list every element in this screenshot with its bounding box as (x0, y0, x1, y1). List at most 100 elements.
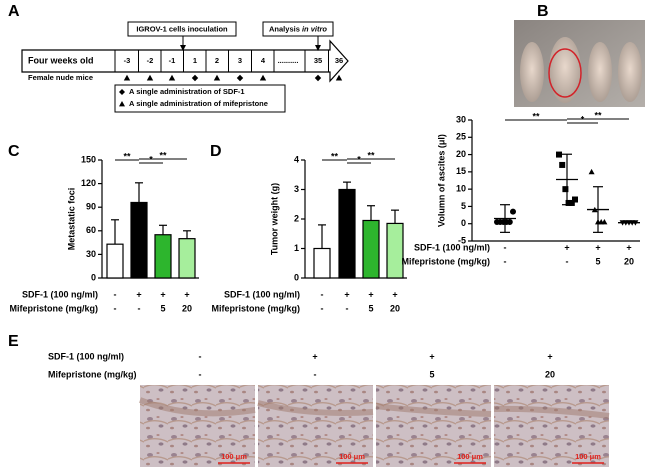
histology-image (140, 385, 255, 467)
day-marker (236, 74, 244, 82)
y-tick-label: 25 (456, 132, 466, 142)
condition-value: + (136, 289, 141, 299)
panel-letter: E (8, 333, 19, 350)
scale-bar-label: 100 μm (221, 452, 247, 461)
data-point (556, 151, 562, 158)
condition-value: - (321, 289, 324, 299)
condition-value: 5 (160, 303, 165, 313)
y-tick-label: 0 (91, 272, 96, 282)
day-label: 35 (314, 56, 322, 65)
condition-value: - (114, 289, 117, 299)
day-marker (191, 74, 199, 82)
timeline-arrow (21, 39, 349, 83)
condition-value: + (547, 351, 552, 361)
y-tick-label: 2 (294, 213, 299, 223)
condition-value: 20 (182, 303, 192, 313)
significance-label: ** (159, 150, 167, 160)
condition-label: SDF-1 (100 ng/ml) (414, 242, 490, 252)
y-tick-label: 10 (456, 184, 466, 194)
data-point (559, 161, 566, 168)
callout-box (127, 21, 237, 37)
significance-label: ** (367, 150, 375, 160)
bar (178, 238, 196, 279)
y-tick-label: 5 (461, 201, 466, 211)
legend-label: A single administration of mifepristone (129, 99, 268, 108)
condition-value: + (429, 351, 434, 361)
day-label: -3 (124, 56, 131, 65)
y-tick-label: 1 (294, 243, 299, 253)
panel-letter: B (537, 3, 549, 20)
mice-label: Female nude mice (28, 73, 93, 82)
condition-value: - (138, 303, 141, 313)
day-label: 36 (335, 56, 343, 65)
analysis-label: Analysis in vitro (269, 24, 327, 33)
histology-image (494, 385, 609, 467)
condition-value: + (595, 242, 600, 252)
condition-value: - (314, 369, 317, 379)
inoculation-label: IGROV-1 cells inoculation (136, 24, 228, 33)
condition-value: + (344, 289, 349, 299)
legend-box (114, 84, 286, 113)
day-label: .......... (278, 56, 299, 65)
data-point (601, 218, 608, 225)
mouse-photo (514, 20, 645, 107)
scale-bar-label: 100 μm (457, 452, 483, 461)
condition-value: 5 (595, 256, 600, 266)
analysis-part: Analysis (269, 24, 302, 33)
y-axis-label: Metastatic foci (66, 188, 76, 251)
legend-marker (119, 101, 125, 107)
condition-label: Mifepristone (mg/kg) (211, 303, 300, 313)
day-marker (123, 74, 131, 81)
y-tick-label: 0 (294, 272, 299, 282)
y-tick-label: 120 (81, 178, 96, 188)
y-tick-label: 0 (461, 218, 466, 228)
tissue-streak (138, 397, 256, 417)
histology-image (258, 385, 373, 467)
bar (154, 234, 172, 279)
day-label: 2 (215, 56, 219, 65)
data-point (506, 218, 513, 225)
bar (106, 243, 124, 279)
condition-label: Mifepristone (mg/kg) (401, 256, 490, 266)
y-tick-label: 15 (456, 166, 466, 176)
data-point (562, 186, 569, 193)
condition-value: + (392, 289, 397, 299)
y-tick-label: 20 (456, 149, 466, 159)
significance-label: ** (331, 151, 339, 161)
condition-value: - (566, 256, 569, 266)
bar (130, 201, 148, 279)
day-label: 1 (193, 56, 197, 65)
bar (313, 247, 331, 279)
day-marker (213, 74, 221, 81)
day-marker (168, 74, 176, 81)
data-point (568, 199, 575, 206)
arrow-head (180, 45, 186, 51)
condition-value: 20 (390, 303, 400, 313)
y-axis-label: Tumor weight (g) (269, 183, 279, 255)
histology-image (376, 385, 491, 467)
panel-letter: C (8, 143, 20, 160)
condition-value: - (346, 303, 349, 313)
significance-label: ** (532, 111, 540, 121)
day-marker (259, 74, 267, 81)
data-point (588, 168, 595, 175)
tissue-streak (257, 400, 374, 416)
y-tick-label: 30 (456, 114, 466, 124)
condition-value: - (199, 369, 202, 379)
tissue-streak (375, 403, 492, 417)
day-label: -1 (169, 56, 176, 65)
condition-value: - (504, 242, 507, 252)
condition-value: - (114, 303, 117, 313)
y-tick-label: 150 (81, 154, 96, 164)
y-tick-label: -5 (458, 235, 466, 245)
arrow-head (315, 45, 321, 51)
condition-label: SDF-1 (100 ng/ml) (48, 351, 124, 361)
significance-label: ** (594, 110, 602, 120)
condition-label: SDF-1 (100 ng/ml) (22, 289, 98, 299)
condition-value: - (504, 256, 507, 266)
legend-marker (119, 89, 125, 95)
legend-label: A single administration of SDF-1 (129, 87, 245, 96)
scale-bar-label: 100 μm (339, 452, 365, 461)
